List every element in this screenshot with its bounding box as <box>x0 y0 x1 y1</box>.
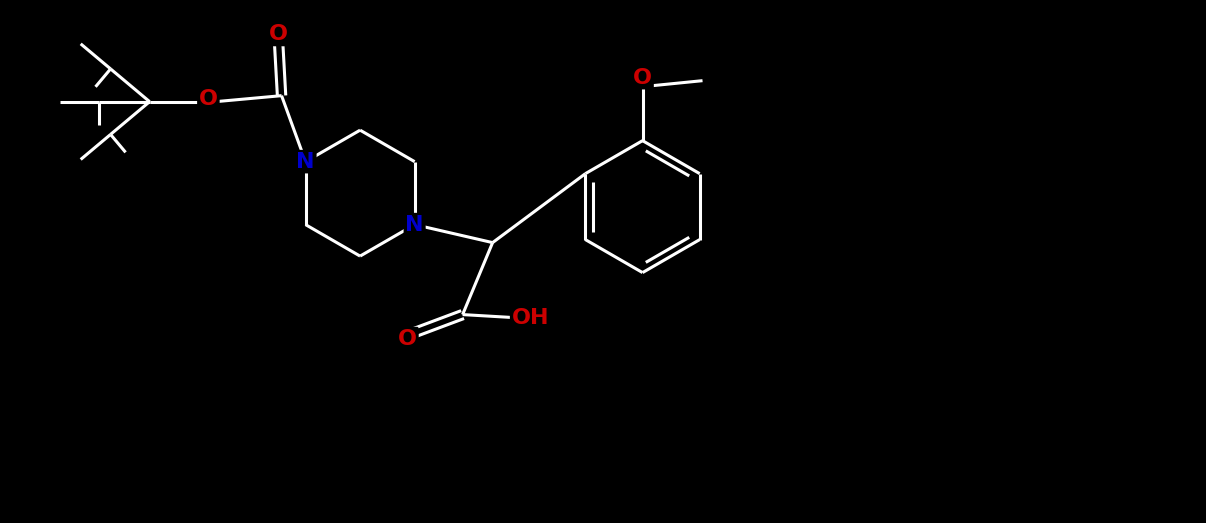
Text: OH: OH <box>511 308 549 327</box>
Text: O: O <box>633 67 652 88</box>
Text: N: N <box>297 152 315 172</box>
Text: O: O <box>269 25 288 44</box>
Text: N: N <box>405 214 423 235</box>
Text: O: O <box>398 328 417 348</box>
Text: O: O <box>199 89 218 109</box>
